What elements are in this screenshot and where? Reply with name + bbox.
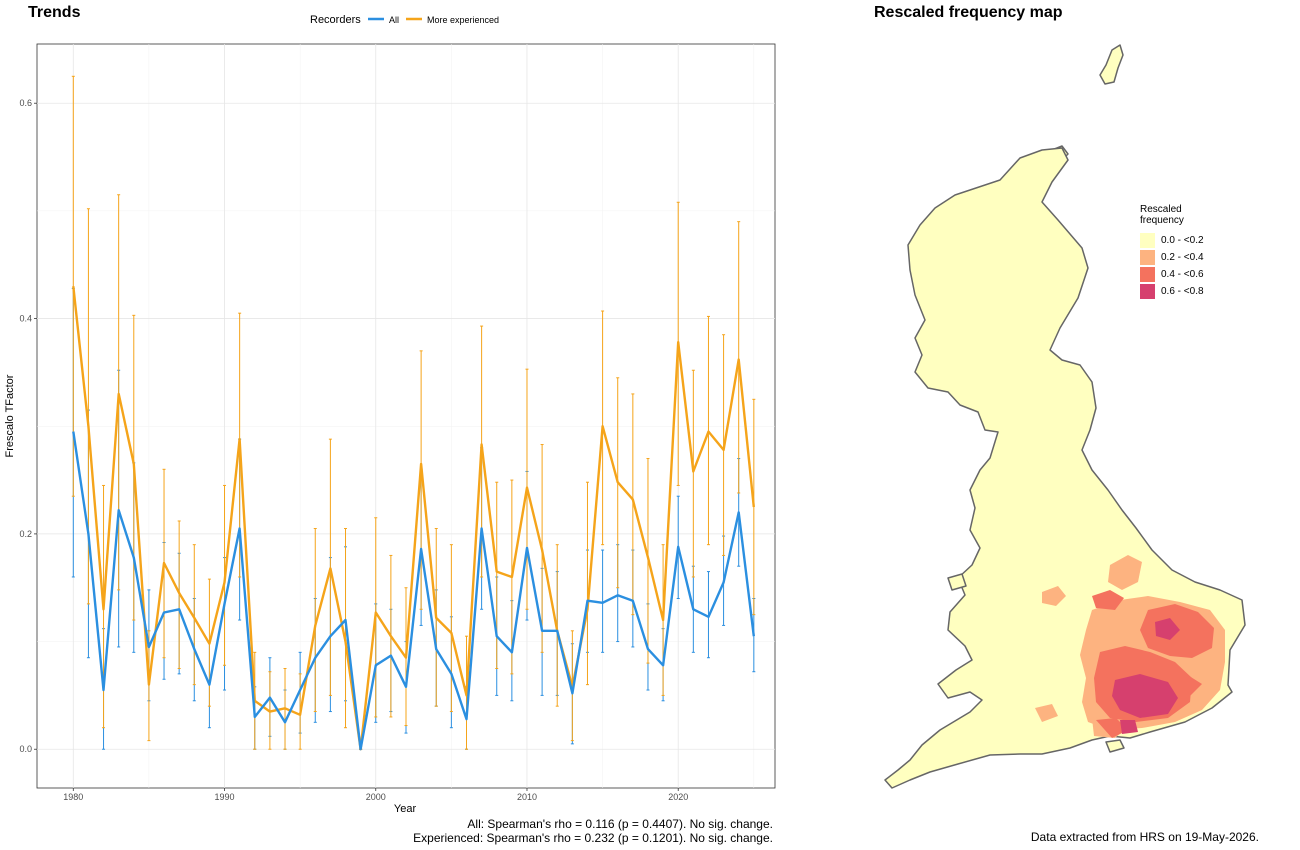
series-line-all [72, 431, 755, 751]
legend-label-all: All [389, 15, 399, 25]
legend-label-more-experienced: More experienced [427, 15, 499, 25]
legend-swatch-1 [1140, 250, 1155, 265]
y-axis-label: Frescalo TFactor [4, 374, 16, 457]
isle-of-wight [1105, 739, 1125, 753]
frequency-heat-layer [1035, 555, 1225, 738]
heat-band-04-south-coast [1096, 718, 1128, 738]
heat-band-02-midlands-west [1042, 586, 1066, 606]
heat-band-04-midlands [1092, 590, 1124, 610]
x-tick-label: 2010 [517, 792, 537, 802]
chart-legend: Recorders All More experienced [310, 14, 499, 26]
anglesey [947, 573, 967, 591]
legend-label-1: 0.2 - <0.4 [1161, 252, 1204, 263]
heat-band-06-cambridge [1155, 618, 1180, 640]
legend-swatch-2 [1140, 267, 1155, 282]
data-extract-note: Data extracted from HRS on 19-May-2026. [1030, 830, 1259, 844]
legend-title: Recorders [310, 14, 361, 26]
map-legend: Rescaled frequency 0.0 - <0.2 0.2 - <0.4… [1140, 204, 1210, 300]
legend-swatch-0 [1140, 233, 1155, 248]
series-layer [71, 75, 756, 751]
y-tick-label: 0.4 [19, 314, 32, 324]
stats-experienced: Experienced: Spearman's rho = 0.232 (p =… [413, 831, 773, 845]
map-legend-item: 0.6 - <0.8 [1140, 283, 1210, 300]
trends-title: Trends [28, 4, 81, 21]
heat-band-06-thames-valley [1112, 674, 1178, 718]
y-tick-label: 0.0 [19, 744, 32, 754]
legend-label-2: 0.4 - <0.6 [1161, 269, 1204, 280]
shetland-islands [1099, 44, 1124, 85]
x-tick-label: 2020 [668, 792, 688, 802]
trends-chart: Recorders All More experienced 1980 1990 2… [4, 14, 776, 815]
x-tick-label: 1990 [215, 792, 235, 802]
x-tick-label: 2000 [366, 792, 386, 802]
legend-label-3: 0.6 - <0.8 [1161, 286, 1204, 297]
y-tick-label: 0.6 [19, 98, 32, 108]
map-legend-item: 0.4 - <0.6 [1140, 266, 1210, 283]
legend-swatch-3 [1140, 284, 1155, 299]
legend-label-0: 0.0 - <0.2 [1161, 235, 1204, 246]
map-legend-title: Rescaled frequency [1140, 204, 1184, 226]
map-legend-item: 0.2 - <0.4 [1140, 249, 1210, 266]
x-axis-label: Year [394, 803, 417, 815]
x-tick-label: 1980 [63, 792, 83, 802]
heat-band-02-midlands-east [1108, 555, 1142, 590]
axis-ticks: 1980 1990 2000 2010 2020 0.0 0.2 0.4 0.6 [19, 98, 688, 802]
map-title: Rescaled frequency map [874, 4, 1063, 21]
spearman-stats: All: Spearman's rho = 0.116 (p = 0.4407)… [413, 817, 773, 845]
y-tick-label: 0.2 [19, 529, 32, 539]
stats-all: All: Spearman's rho = 0.116 (p = 0.4407)… [467, 817, 773, 831]
heat-band-02-west [1035, 704, 1058, 722]
map-legend-item: 0.0 - <0.2 [1140, 232, 1210, 249]
series-line-more-experienced [72, 286, 755, 751]
uk-frequency-map [884, 44, 1246, 789]
heat-band-06-south [1120, 720, 1138, 734]
